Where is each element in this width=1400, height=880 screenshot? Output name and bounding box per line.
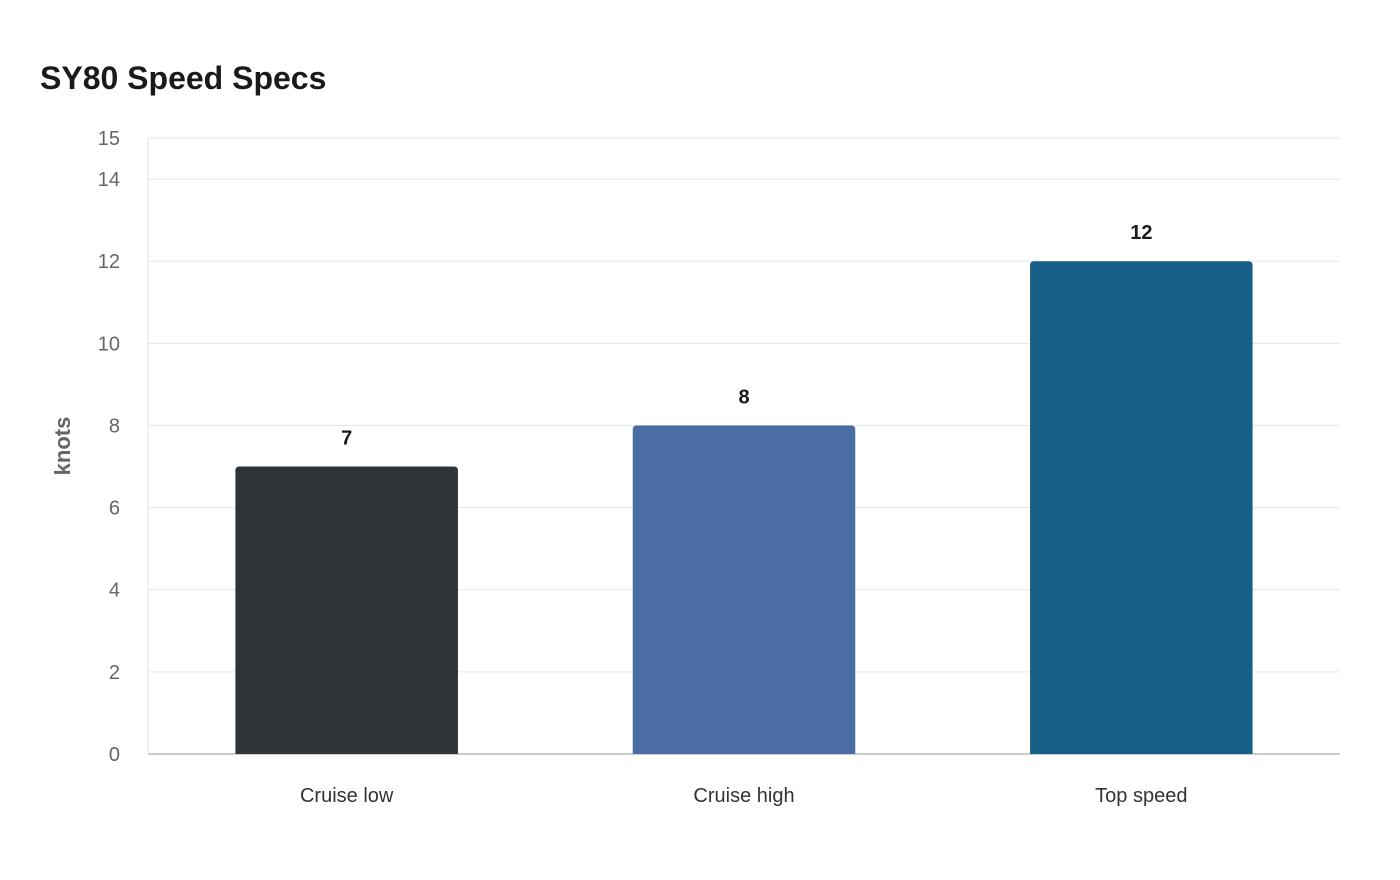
bar-cruise-high bbox=[632, 425, 856, 754]
data-labels: 7 8 12 bbox=[341, 222, 1152, 449]
y-tick-label: 10 bbox=[98, 333, 120, 355]
x-tick-label: Top speed bbox=[1095, 785, 1187, 807]
chart-title: SY80 Speed Specs bbox=[40, 60, 327, 96]
y-tick-labels: 0 2 4 6 8 10 12 14 15 bbox=[98, 128, 120, 766]
y-tick-label: 12 bbox=[98, 251, 120, 273]
y-tick-label: 4 bbox=[109, 580, 120, 602]
y-tick-label: 6 bbox=[109, 498, 120, 520]
y-tick-label: 14 bbox=[98, 169, 120, 191]
bars bbox=[235, 261, 1253, 754]
data-label: 8 bbox=[738, 386, 749, 408]
x-tick-labels: Cruise low Cruise high Top speed bbox=[300, 785, 1187, 807]
y-axis-label: knots bbox=[50, 417, 75, 476]
bar-top-speed bbox=[1030, 261, 1253, 754]
y-tick-label: 15 bbox=[98, 128, 120, 150]
data-label: 12 bbox=[1130, 222, 1152, 244]
y-tick-label: 8 bbox=[109, 415, 120, 437]
bar-cruise-low bbox=[235, 466, 458, 754]
y-tick-label: 2 bbox=[109, 662, 120, 684]
data-label: 7 bbox=[341, 428, 352, 450]
x-tick-label: Cruise high bbox=[693, 785, 794, 807]
y-tick-label: 0 bbox=[109, 744, 120, 766]
x-tick-label: Cruise low bbox=[300, 785, 394, 807]
